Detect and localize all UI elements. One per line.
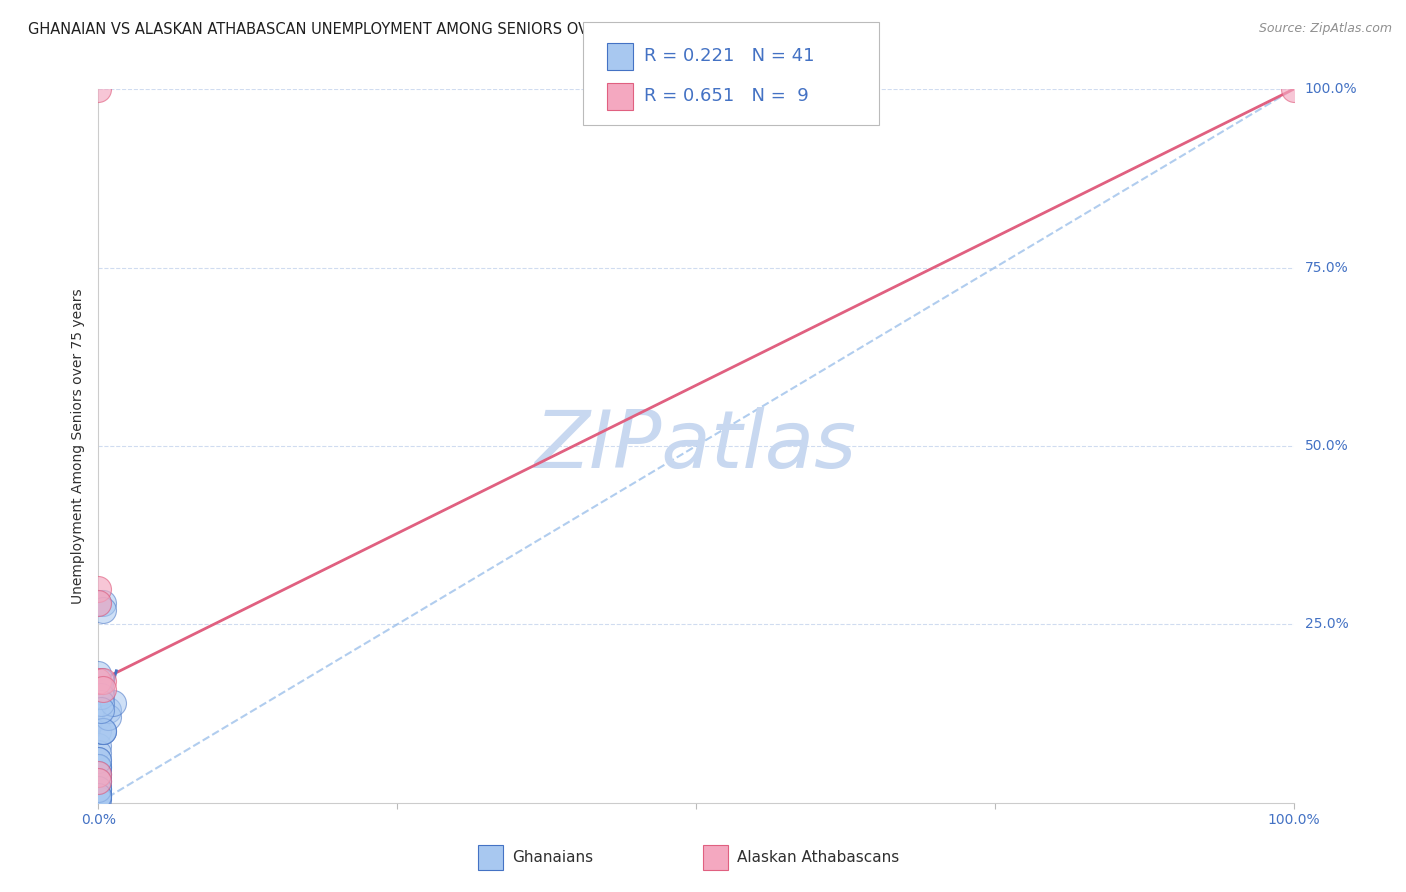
Point <box>87 746 110 760</box>
Point <box>101 696 124 710</box>
Point <box>87 710 110 724</box>
Point <box>87 767 110 781</box>
Text: R = 0.651   N =  9: R = 0.651 N = 9 <box>644 87 808 105</box>
Point <box>90 674 112 689</box>
Point <box>90 696 112 710</box>
Point <box>87 760 110 774</box>
Text: Source: ZipAtlas.com: Source: ZipAtlas.com <box>1258 22 1392 36</box>
Point <box>91 724 114 739</box>
Point <box>87 774 110 789</box>
Point <box>87 582 110 596</box>
Point <box>87 781 110 796</box>
Point <box>91 724 114 739</box>
Point <box>87 767 110 781</box>
Point <box>87 753 110 767</box>
Point <box>87 82 110 96</box>
Point <box>87 789 110 803</box>
Point <box>87 596 110 610</box>
Text: Alaskan Athabascans: Alaskan Athabascans <box>737 850 898 864</box>
Point <box>91 724 114 739</box>
Point <box>87 724 110 739</box>
Point <box>87 674 110 689</box>
Point <box>87 781 110 796</box>
Point <box>87 774 110 789</box>
Point <box>87 789 110 803</box>
Text: 100.0%: 100.0% <box>1305 82 1357 96</box>
Point <box>91 674 114 689</box>
Point <box>87 789 110 803</box>
Point <box>87 753 110 767</box>
Point <box>91 603 114 617</box>
Point <box>87 739 110 753</box>
Text: 75.0%: 75.0% <box>1305 260 1348 275</box>
Point <box>97 703 120 717</box>
Point <box>87 789 110 803</box>
Point <box>87 760 110 774</box>
Point <box>87 689 110 703</box>
Text: 50.0%: 50.0% <box>1305 439 1348 453</box>
Point <box>87 596 110 610</box>
Point <box>87 767 110 781</box>
Point <box>87 774 110 789</box>
Point <box>90 703 112 717</box>
Point <box>87 774 110 789</box>
Point <box>91 596 114 610</box>
Text: 25.0%: 25.0% <box>1305 617 1348 632</box>
Point <box>87 760 110 774</box>
Text: R = 0.221   N = 41: R = 0.221 N = 41 <box>644 47 814 65</box>
Text: Ghanaians: Ghanaians <box>512 850 593 864</box>
Text: GHANAIAN VS ALASKAN ATHABASCAN UNEMPLOYMENT AMONG SENIORS OVER 75 YEARS CORRELAT: GHANAIAN VS ALASKAN ATHABASCAN UNEMPLOYM… <box>28 22 845 37</box>
Point <box>87 667 110 681</box>
Point <box>87 767 110 781</box>
Text: ZIPatlas: ZIPatlas <box>534 407 858 485</box>
Point <box>1282 82 1305 96</box>
Y-axis label: Unemployment Among Seniors over 75 years: Unemployment Among Seniors over 75 years <box>72 288 86 604</box>
Point <box>90 689 112 703</box>
Point <box>91 681 114 696</box>
Point <box>97 710 120 724</box>
Point <box>87 792 110 806</box>
Point <box>87 781 110 796</box>
Point <box>87 792 110 806</box>
Point <box>87 781 110 796</box>
Point <box>90 681 112 696</box>
